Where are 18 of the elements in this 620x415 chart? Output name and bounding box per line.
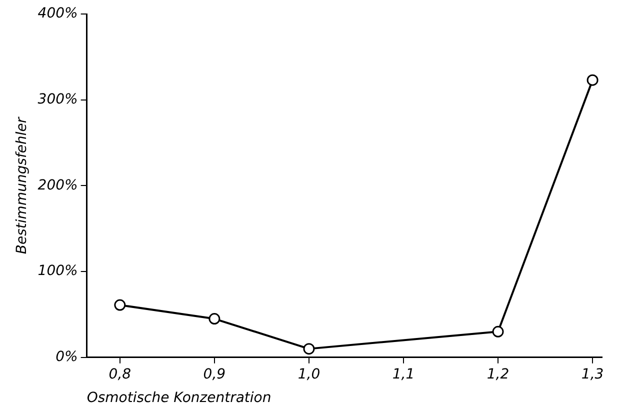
point [303,343,315,355]
y-tick-label: 400% [38,6,78,22]
y-tick-label: 0% [56,349,78,366]
point [114,299,126,311]
point [208,313,220,325]
point [586,74,598,86]
x-tick-label: 1,1 [392,366,415,382]
point [492,326,504,338]
x-tick-label: 1,3 [581,366,604,382]
x-tick-label: 0,8 [108,366,132,382]
y-tick-label: 200% [38,177,78,194]
y-tick-label: 300% [38,91,78,108]
y-tick-label: 100% [38,263,78,280]
x-tick-label: 1,2 [486,366,510,382]
x-tick-label: 0,9 [203,366,226,382]
y-axis-title: Bestimmungsfehler [14,116,30,254]
x-axis-title: Osmotische Konzentration [86,390,272,406]
x-tick-label: 1,0 [298,366,320,382]
